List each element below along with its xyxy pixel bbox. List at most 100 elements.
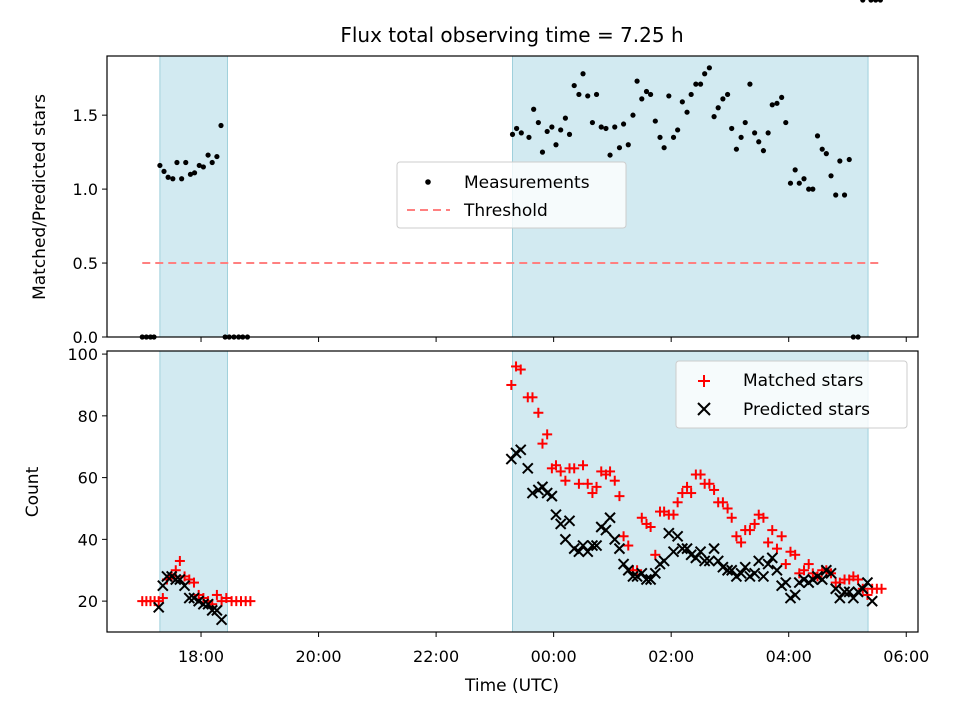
matched-star-point [221, 593, 232, 604]
measurement-point [196, 162, 202, 169]
measurement-point [509, 131, 516, 137]
predicted-marker-b [526, 487, 539, 499]
measurement-point [514, 125, 520, 132]
measurement-point [819, 146, 825, 152]
measurement-point [787, 180, 794, 186]
measurement-point [562, 115, 568, 121]
measurement-point [742, 119, 748, 126]
measurement-point [187, 171, 194, 177]
predicted-marker-b [825, 567, 837, 580]
predicted-star-point [586, 539, 599, 552]
measurement-point [792, 167, 798, 173]
predicted-marker-b [830, 583, 842, 595]
predicted-star-point [522, 462, 534, 475]
predicted-marker-b [577, 539, 589, 552]
matched-star-point [506, 379, 517, 390]
matched-star-point [853, 574, 864, 585]
measurement-point [679, 99, 685, 105]
y-tick-label: 0.0 [73, 328, 98, 347]
predicted-star-point [211, 604, 223, 617]
predicted-marker-b [153, 601, 165, 614]
matched-star-point [533, 407, 544, 418]
top-y-axis-label: Matched/Predicted stars [30, 94, 50, 300]
predicted-marker-b [536, 481, 549, 493]
predicted-marker-b [771, 564, 783, 576]
predicted-star-point [546, 490, 558, 502]
predicted-marker-b [554, 518, 567, 530]
measurements-series [139, 0, 883, 340]
predicted-star-point [789, 589, 801, 601]
predicted-star-point [735, 567, 747, 580]
predicted-star-point [640, 573, 653, 586]
measurement-point [612, 124, 618, 130]
predicted-marker-b [712, 555, 724, 567]
measurement-point [652, 118, 658, 124]
measurement-point [828, 173, 834, 179]
predicted-star-point [671, 530, 684, 542]
predicted-star-point [613, 542, 626, 555]
predicted-star-point [771, 564, 783, 576]
predicted-star-point [600, 524, 612, 536]
predicted-marker-b [183, 592, 195, 604]
measurement-point [170, 176, 176, 182]
predicted-marker-b [157, 579, 169, 592]
predicted-marker-b [627, 570, 639, 583]
predicted-marker-b [694, 546, 707, 558]
predicted-star-point [604, 512, 616, 524]
predicted-marker-b [838, 586, 851, 598]
predicted-marker-b [568, 542, 580, 555]
legend-measurements-label: Measurements [464, 173, 590, 193]
matched-star-point [569, 463, 580, 474]
matched-star-point [672, 497, 683, 508]
predicted-star-point [161, 570, 173, 583]
measurement-point [209, 159, 215, 166]
predicted-star-point [636, 567, 648, 580]
matched-star-point [555, 466, 566, 477]
predicted-star-point [157, 579, 169, 592]
predicted-marker-b [866, 595, 878, 607]
matched-star-point [803, 559, 814, 570]
matched-star-point [645, 522, 656, 533]
measurement-point [823, 151, 829, 157]
measurement-point [657, 134, 663, 140]
measurement-point [616, 145, 623, 151]
measurement-point [634, 78, 640, 84]
matched-star-point [862, 589, 873, 600]
matched-star-point [776, 531, 787, 542]
predicted-star-point [681, 542, 693, 555]
measurement-point [544, 128, 550, 135]
predicted-star-point [590, 539, 603, 552]
predicted-star-point [721, 564, 734, 576]
measurement-point [666, 93, 672, 99]
matched-star-point [188, 577, 199, 588]
predicted-marker-b [663, 527, 675, 539]
measurement-point [693, 81, 699, 87]
matched-star-point [245, 596, 256, 607]
measurement-point [157, 162, 163, 169]
predicted-marker-b [798, 573, 810, 586]
predicted-star-point [690, 552, 702, 564]
predicted-star-point [757, 570, 770, 583]
predicted-star-point [712, 555, 724, 567]
measurement-point [846, 156, 852, 163]
legend-threshold-label: Threshold [463, 201, 548, 221]
measurement-point [833, 192, 839, 198]
matched-star-point [636, 512, 647, 523]
predicted-marker-b [559, 533, 572, 546]
measurement-point [814, 133, 821, 139]
predicted-marker-b [649, 567, 662, 580]
matched-star-point [677, 488, 688, 499]
predicted-star-point [644, 573, 657, 586]
bottom-plot-frame [106, 350, 919, 633]
predicted-star-point [658, 555, 670, 567]
matched-star-point [876, 583, 887, 594]
x-tick-label: 04:00 [766, 647, 812, 666]
predicted-marker-b [834, 592, 846, 604]
predicted-star-point [582, 546, 594, 558]
measurement-point [729, 125, 735, 132]
measurement-point [697, 81, 704, 87]
measurement-point [603, 125, 609, 132]
measurement-point [688, 91, 694, 98]
measurement-point [841, 192, 848, 198]
predicted-marker-b [505, 453, 518, 465]
